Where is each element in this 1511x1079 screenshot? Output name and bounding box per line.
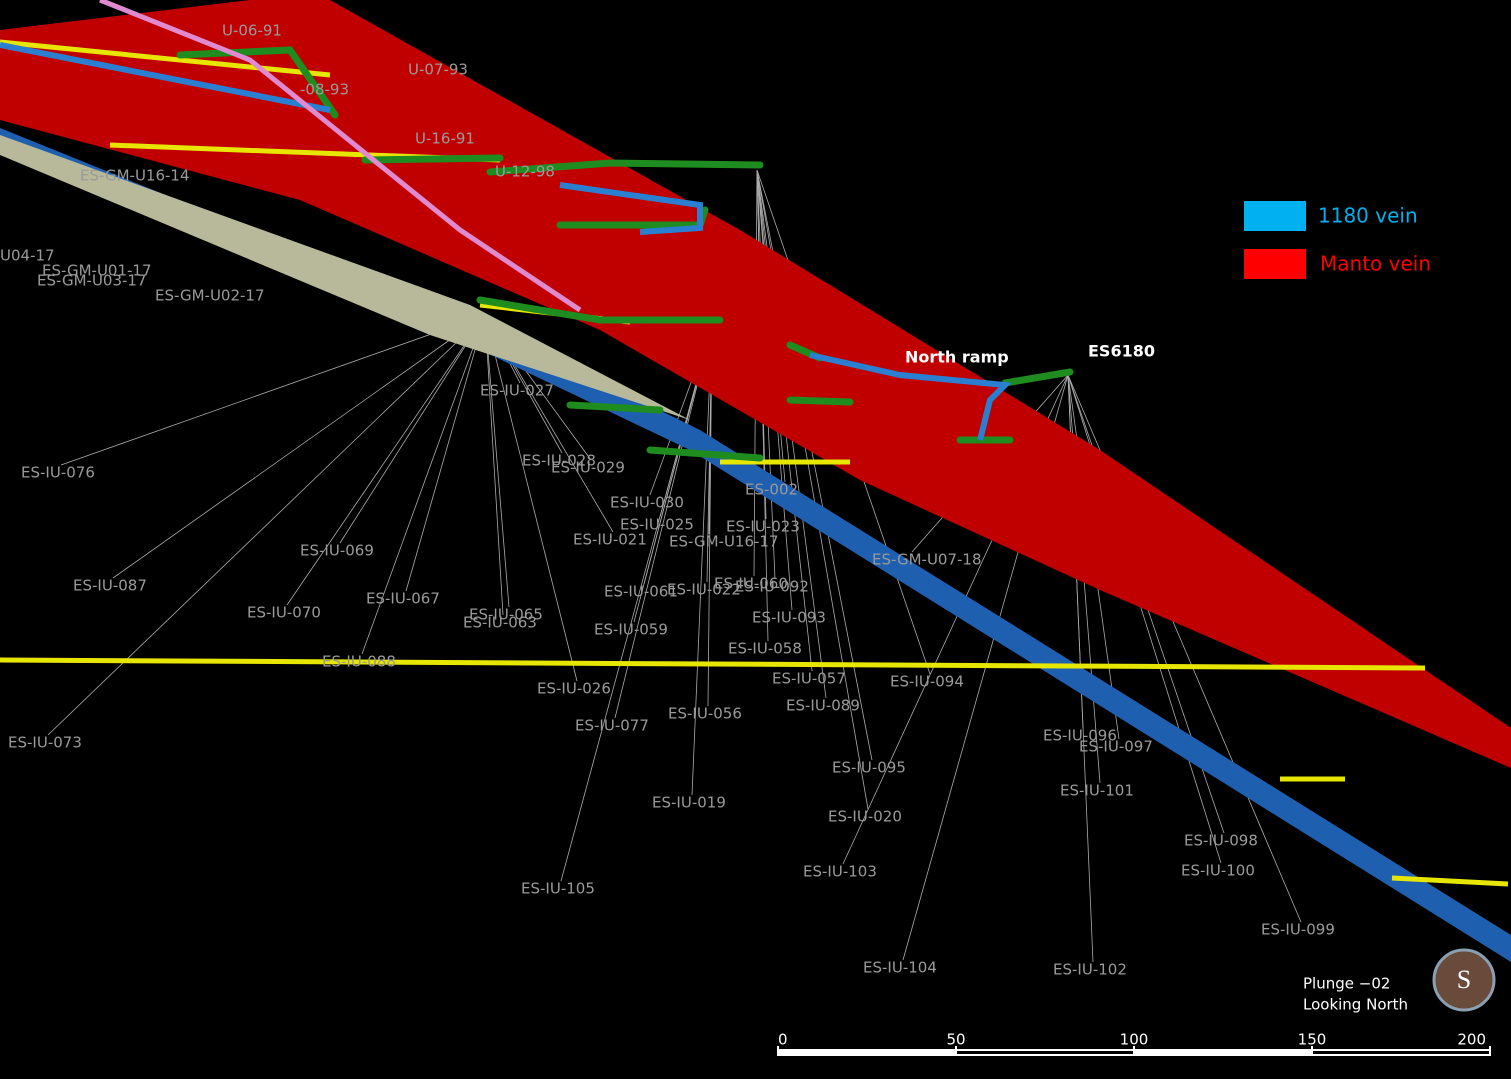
scale-tick-label: 150 bbox=[1298, 1031, 1327, 1049]
drillhole-label: ES-IU-097 bbox=[1079, 738, 1153, 756]
scale-tick-label: 50 bbox=[946, 1031, 965, 1049]
drillhole-label: -08-93 bbox=[300, 81, 349, 99]
drill-trace bbox=[112, 314, 486, 579]
drillhole-label: ES-IU-070 bbox=[247, 604, 321, 622]
drillhole-label: ES-IU-021 bbox=[573, 531, 647, 549]
drillhole-label: ES-IU-065 bbox=[469, 606, 543, 624]
drillhole-label: U-06-91 bbox=[222, 22, 282, 40]
drill-trace bbox=[361, 314, 486, 655]
drillhole-label: ES-IU-056 bbox=[668, 705, 742, 723]
drillhole-label: ES-IU-019 bbox=[652, 794, 726, 812]
drillhole-label: ES-GM-U03-17 bbox=[37, 272, 147, 290]
drillhole-label: ES-IU-077 bbox=[575, 717, 649, 735]
drillhole-label: U-16-91 bbox=[415, 130, 475, 148]
drill-trace bbox=[60, 314, 486, 466]
drillhole-label: ES-IU-057 bbox=[772, 670, 846, 688]
plunge: Plunge −02 bbox=[1303, 975, 1390, 993]
drillhole-label: ES-IU-076 bbox=[21, 464, 95, 482]
drillhole-label: ES-IU-105 bbox=[521, 880, 595, 898]
legend-label: 1180 vein bbox=[1318, 204, 1418, 228]
drillhole-label: ES-GM-U16-14 bbox=[80, 167, 190, 185]
drillhole-label: ES-IU-063 bbox=[463, 614, 537, 632]
drillhole-label: ES-IU-095 bbox=[832, 759, 906, 777]
drill-trace bbox=[691, 324, 713, 796]
drillhole-label: ES-IU-104 bbox=[863, 959, 937, 977]
drillhole-label: ES-IU-094 bbox=[890, 673, 964, 691]
drillhole-label: ES-IU-059 bbox=[594, 621, 668, 639]
drillhole-label: ES-IU-088 bbox=[322, 653, 396, 671]
drillhole-label: ES-GM-U16-17 bbox=[669, 533, 779, 551]
drill-trace bbox=[286, 314, 486, 606]
drillhole-label: ES-GM-U07-18 bbox=[872, 551, 982, 569]
drillhole-label: ES-IU-020 bbox=[828, 808, 902, 826]
drillhole-label: U04-17 bbox=[0, 247, 55, 265]
drillhole-label: ES-IU-026 bbox=[537, 680, 611, 698]
manto-vein bbox=[0, 0, 1511, 768]
drill-trace bbox=[339, 314, 486, 544]
scale-bar-segment bbox=[1312, 1051, 1490, 1054]
drillhole-label: ES-IU-069 bbox=[300, 542, 374, 560]
legend-label: Manto vein bbox=[1320, 252, 1431, 276]
drillhole-label: ES-IU-029 bbox=[551, 459, 625, 477]
drillhole-label: ES-IU-096 bbox=[1043, 727, 1117, 745]
drillhole-label: ES-IU-087 bbox=[73, 577, 147, 595]
drill-trace bbox=[47, 314, 486, 736]
drill-trace bbox=[614, 324, 713, 719]
drillhole-label: ES-IU-027 bbox=[480, 382, 554, 400]
drillhole-label: ES-IU-061 bbox=[604, 583, 678, 601]
annotation: North ramp bbox=[905, 348, 1009, 367]
drillhole-labels: U-06-91 U-07-93 -08-93 U-16-91 U-12-98 ES-GM-… bbox=[0, 22, 1335, 979]
drill-trace bbox=[484, 314, 510, 608]
footwall-surface bbox=[0, 135, 690, 420]
drillhole-label: ES-IU-099 bbox=[1261, 921, 1335, 939]
drillhole-label: ES-IU-102 bbox=[1053, 961, 1127, 979]
drillhole-label: ES-002 bbox=[745, 481, 798, 499]
legend-swatch bbox=[1244, 249, 1306, 279]
drillhole-label: ES-IU-098 bbox=[1184, 832, 1258, 850]
drillhole-label: ES-IU-100 bbox=[1181, 862, 1255, 880]
drillhole-label: ES-IU-028 bbox=[522, 452, 596, 470]
pink-vein bbox=[99, 0, 582, 313]
drillhole-label: ES-IU-067 bbox=[366, 590, 440, 608]
drillhole-label: ES-IU-073 bbox=[8, 734, 82, 752]
drillhole-label: ES-IU-025 bbox=[620, 516, 694, 534]
drillhole-label: ES-IU-022 bbox=[667, 581, 741, 599]
drill-trace bbox=[405, 314, 486, 592]
scale-bar: 0 50 100 150 200 bbox=[777, 1031, 1491, 1056]
drillhole-label: ES-IU-058 bbox=[728, 640, 802, 658]
drillhole-label: ES-IU-093 bbox=[752, 609, 826, 627]
drillhole-label: ES-IU-103 bbox=[803, 863, 877, 881]
drillhole-label: ES-IU-101 bbox=[1060, 782, 1134, 800]
compass-letter: S bbox=[1457, 965, 1471, 994]
drillhole-label: ES-IU-092 bbox=[735, 578, 809, 596]
drill-trace bbox=[484, 314, 578, 682]
scale-bar-segment bbox=[956, 1051, 1134, 1054]
drillhole-label: ES-IU-089 bbox=[786, 697, 860, 715]
annotation: ES6180 bbox=[1088, 342, 1155, 361]
compass bbox=[1432, 948, 1496, 1012]
legend-swatch bbox=[1244, 201, 1306, 231]
scale-tick-label: 100 bbox=[1120, 1031, 1149, 1049]
drillhole-label: U-07-93 bbox=[408, 61, 468, 79]
drill-trace bbox=[484, 314, 504, 616]
drillhole-label: ES-GM-U02-17 bbox=[155, 287, 265, 305]
legend: 1180 vein Manto vein bbox=[1244, 201, 1431, 279]
drillhole-label: ES-IU-060 bbox=[714, 575, 788, 593]
drillhole-label: ES-GM-U01-17 bbox=[42, 262, 152, 280]
view-direction: Looking North bbox=[1303, 996, 1408, 1014]
scale-tick-label: 200 bbox=[1457, 1031, 1486, 1049]
scale-tick-label: 0 bbox=[778, 1031, 788, 1049]
drillhole-label: ES-IU-030 bbox=[610, 494, 684, 512]
drillhole-label: ES-IU-023 bbox=[726, 518, 800, 536]
drillhole-label: U-12-98 bbox=[495, 163, 555, 181]
north-ramp-drift bbox=[0, 42, 1012, 441]
